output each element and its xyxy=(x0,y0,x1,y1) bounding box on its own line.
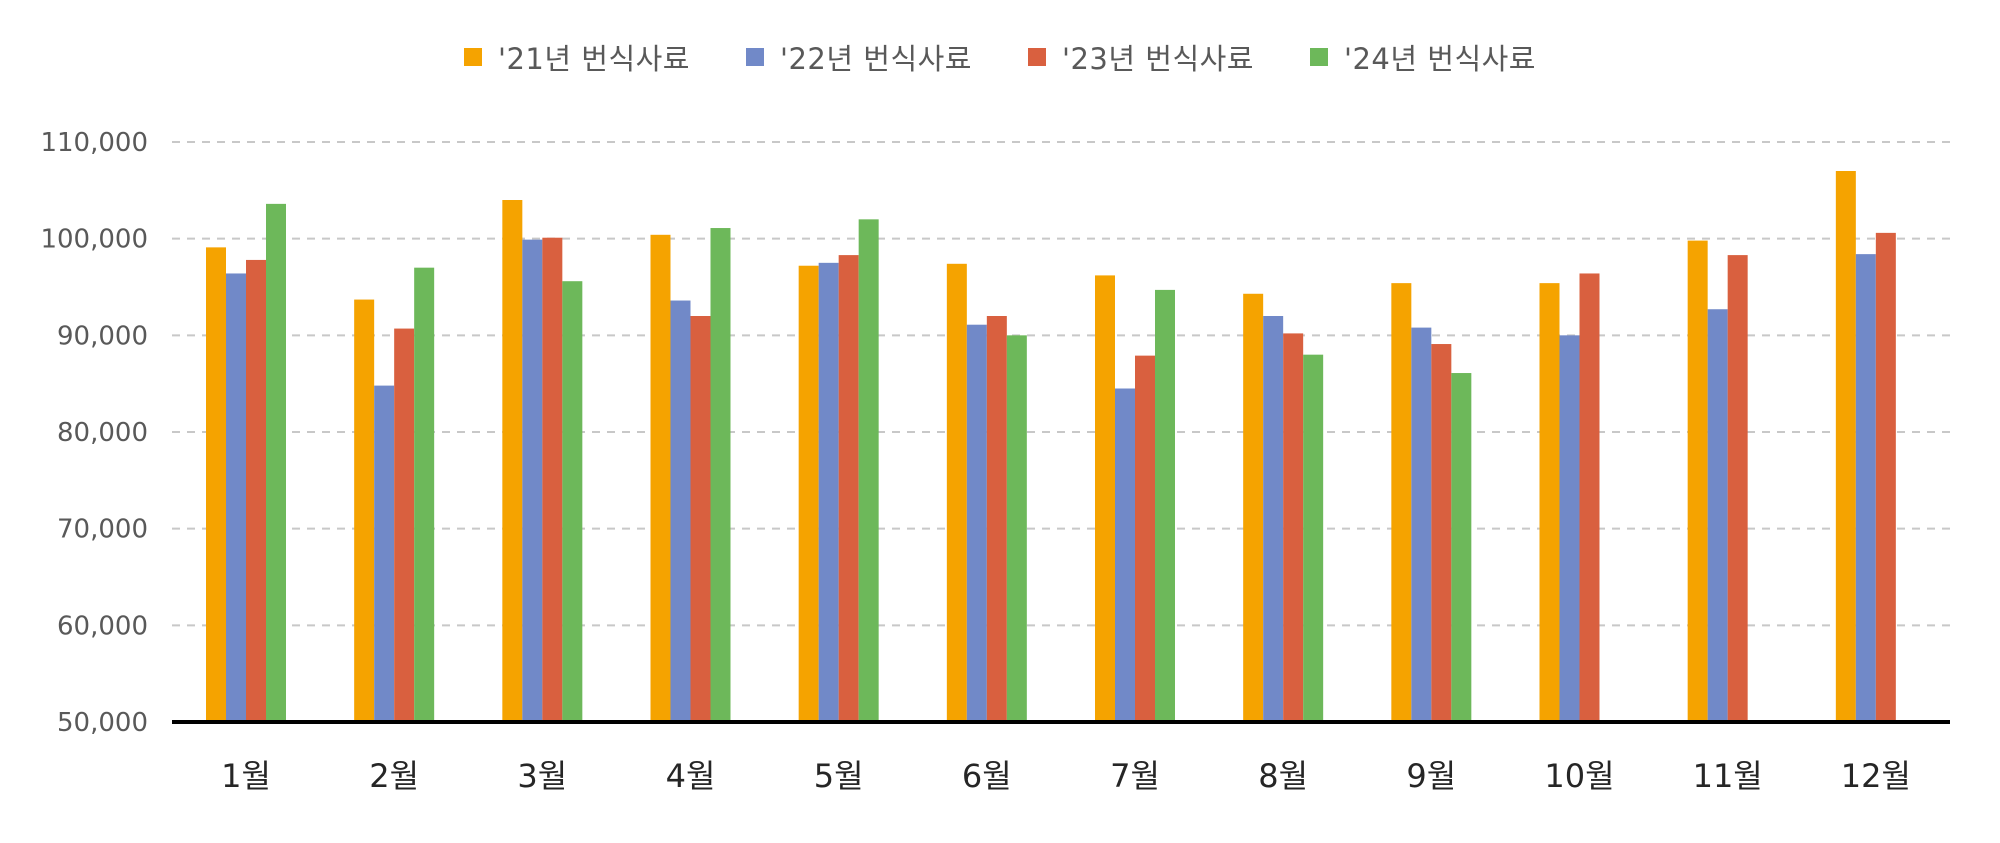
bar xyxy=(354,299,375,722)
bar xyxy=(1539,283,1560,722)
x-tick-label: 7월 xyxy=(1110,757,1160,795)
bar xyxy=(1095,275,1115,722)
bar xyxy=(710,228,731,723)
y-tick-label: 70,000 xyxy=(57,515,148,545)
x-tick-label: 10월 xyxy=(1544,757,1614,795)
y-tick-label: 60,000 xyxy=(57,611,148,641)
x-tick-label: 12월 xyxy=(1841,757,1911,795)
bar xyxy=(562,281,583,722)
x-tick-label: 4월 xyxy=(666,757,716,795)
x-tick-label: 9월 xyxy=(1406,757,1456,795)
bar xyxy=(966,324,987,722)
bar xyxy=(818,262,839,722)
bar xyxy=(1875,232,1896,722)
y-tick-label: 110,000 xyxy=(40,128,148,158)
chart-legend: '21년 번식사료 '22년 번식사료 '23년 번식사료 '24년 번식사료 xyxy=(0,36,2000,78)
x-tick-label: 6월 xyxy=(962,757,1012,795)
legend-label: '21년 번식사료 xyxy=(498,42,690,76)
legend-swatch xyxy=(1310,48,1328,66)
x-tick-label: 8월 xyxy=(1258,757,1308,795)
bar xyxy=(1855,254,1876,722)
x-tick-label: 2월 xyxy=(369,757,419,795)
bar xyxy=(1391,283,1412,722)
legend-item: '22년 번식사료 xyxy=(746,36,972,78)
x-tick-label: 11월 xyxy=(1693,757,1763,795)
bar xyxy=(1006,335,1027,722)
legend-swatch xyxy=(464,48,482,66)
x-tick-label: 1월 xyxy=(221,757,271,795)
bar xyxy=(858,219,879,723)
bar xyxy=(986,316,1007,722)
bar xyxy=(226,273,246,722)
bar xyxy=(1451,373,1472,722)
bar xyxy=(394,328,415,722)
bar xyxy=(266,203,286,722)
bar xyxy=(1263,316,1284,722)
legend-swatch xyxy=(1028,48,1046,66)
y-tick-label: 50,000 xyxy=(57,708,148,738)
bar xyxy=(1687,240,1708,722)
y-tick-label: 100,000 xyxy=(40,225,148,255)
bar xyxy=(1155,289,1175,722)
legend-item: '21년 번식사료 xyxy=(464,36,690,78)
x-tick-label: 3월 xyxy=(517,757,567,795)
bar xyxy=(206,247,226,722)
bar xyxy=(946,263,967,722)
legend-item: '24년 번식사료 xyxy=(1310,36,1536,78)
bar xyxy=(838,255,859,722)
bar xyxy=(1727,255,1748,722)
bar xyxy=(1303,354,1324,722)
bar xyxy=(542,237,563,722)
x-tick-label: 5월 xyxy=(814,757,864,795)
legend-label: '24년 번식사료 xyxy=(1344,42,1536,76)
bar xyxy=(1559,335,1580,722)
bar xyxy=(414,267,435,722)
bar xyxy=(650,234,671,723)
legend-swatch xyxy=(746,48,764,66)
bar xyxy=(1411,327,1432,722)
bar xyxy=(522,239,543,722)
bar xyxy=(246,259,266,722)
bar xyxy=(1283,333,1304,722)
bar xyxy=(1243,293,1264,722)
bar xyxy=(690,316,711,722)
legend-item: '23년 번식사료 xyxy=(1028,36,1254,78)
bar xyxy=(1835,171,1856,722)
y-tick-label: 90,000 xyxy=(57,321,148,351)
legend-label: '23년 번식사료 xyxy=(1062,42,1254,76)
bar xyxy=(1579,273,1600,722)
bar xyxy=(798,265,819,722)
bar xyxy=(670,300,691,722)
bar xyxy=(1707,309,1728,722)
y-tick-label: 80,000 xyxy=(57,418,148,448)
bar xyxy=(374,385,395,722)
bar xyxy=(1431,344,1452,722)
bar xyxy=(1135,355,1155,722)
bar xyxy=(502,200,523,722)
bar xyxy=(1115,388,1135,722)
legend-label: '22년 번식사료 xyxy=(780,42,972,76)
